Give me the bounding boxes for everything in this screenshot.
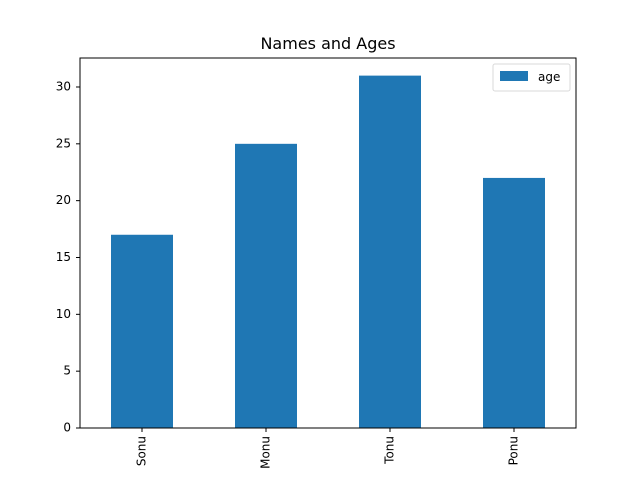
bar-ponu	[483, 177, 545, 428]
legend-label-age: age	[538, 70, 560, 84]
x-tick-label-ponu: Ponu	[507, 436, 521, 465]
legend: age	[492, 63, 571, 92]
y-tick-label-15: 15	[56, 250, 71, 264]
plot-frame	[79, 57, 577, 429]
chart-title: Names and Ages	[260, 34, 395, 53]
y-tick-label-10: 10	[56, 307, 71, 321]
x-tick-label-sonu: Sonu	[135, 436, 149, 466]
bar-sonu	[111, 234, 173, 428]
y-axis: 0 5 10 15 20 25 30	[56, 79, 80, 435]
y-tick-label-0: 0	[63, 421, 71, 435]
bar-tonu	[359, 75, 421, 428]
y-tick-label-5: 5	[63, 364, 71, 378]
x-tick-label-monu: Monu	[259, 436, 273, 469]
y-tick-label-20: 20	[56, 193, 71, 207]
y-tick-label-30: 30	[56, 79, 71, 93]
x-tick-label-tonu: Tonu	[383, 436, 397, 465]
x-axis: Sonu Monu Tonu Ponu	[135, 428, 521, 469]
y-tick-label-25: 25	[56, 136, 71, 150]
bar-monu	[235, 143, 297, 428]
bars-group	[111, 75, 545, 428]
legend-swatch-age	[500, 71, 528, 81]
legend-box	[492, 63, 571, 92]
